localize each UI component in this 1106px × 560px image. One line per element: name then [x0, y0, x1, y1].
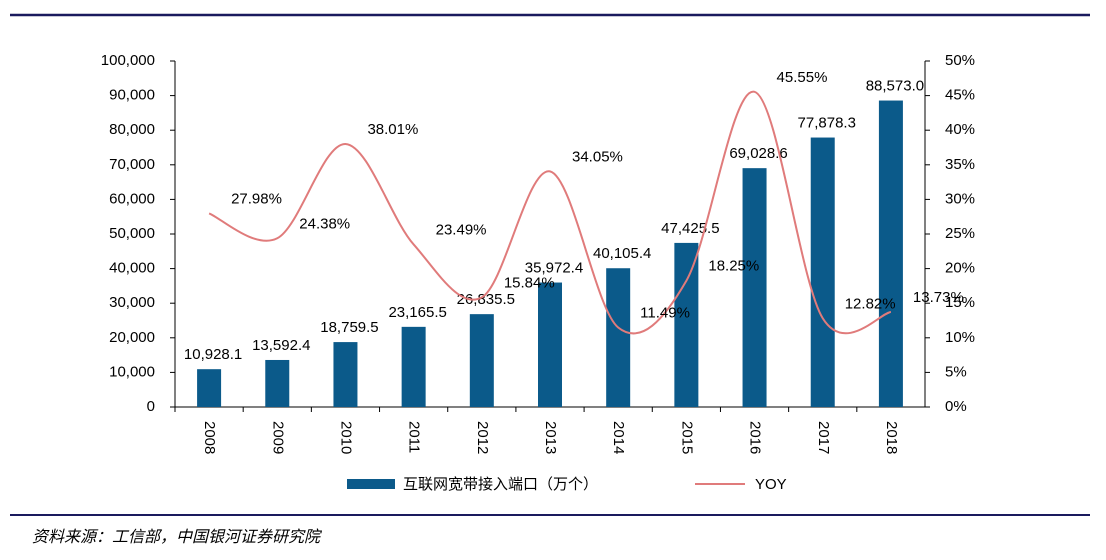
x-tick-label: 2011: [406, 421, 423, 453]
y-tick-label: 10,000: [109, 363, 155, 380]
x-tick-label: 2009: [269, 421, 286, 454]
line-label: 15.84%: [504, 274, 555, 291]
source: 资料来源：工信部，中国银河证券研究院: [32, 528, 323, 546]
bar: [469, 314, 494, 407]
x-tick-label: 2015: [678, 421, 695, 454]
line-label: 27.98%: [231, 190, 282, 207]
x-tick-label: 2008: [201, 421, 218, 454]
bar-label: 23,165.5: [388, 304, 446, 321]
line: [208, 90, 892, 335]
bar-label: 10,928.1: [184, 346, 242, 363]
line-label: 11.49%: [640, 304, 690, 321]
legend-label: YOY: [755, 476, 787, 493]
line-label: 45.55%: [777, 69, 828, 86]
bar-label: 13,592.4: [252, 337, 310, 354]
bar: [265, 359, 290, 407]
bar-label: 18,759.5: [320, 319, 378, 336]
bar-label: 77,878.3: [798, 115, 856, 132]
x-tick-label: 2013: [542, 421, 559, 454]
x-tick-label: 2017: [815, 421, 832, 454]
line-label: 38.01%: [367, 121, 418, 138]
x-tick-label: 2016: [747, 421, 764, 454]
y2-tick-label: 0%: [945, 398, 967, 415]
bar-label: 69,028.6: [729, 145, 787, 162]
bar: [742, 168, 767, 407]
y-tick-label: 60,000: [109, 190, 155, 207]
y-tick-label: 0: [147, 398, 155, 415]
y2-tick-label: 15%: [945, 294, 975, 311]
bar-label: 47,425.5: [661, 220, 719, 237]
bar: [333, 342, 358, 407]
line-label: 13.73%: [913, 289, 964, 306]
line-label: 12.82%: [845, 295, 896, 312]
bar: [606, 268, 631, 407]
y-tick-label: 30,000: [109, 294, 155, 311]
y2-tick-label: 45%: [945, 87, 975, 104]
bar: [197, 369, 222, 407]
y2-tick-label: 50%: [945, 52, 975, 69]
line-label: 24.38%: [299, 215, 350, 232]
y2-tick-label: 30%: [945, 190, 975, 207]
y-tick-label: 40,000: [109, 260, 155, 277]
bar-label: 88,573.0: [866, 78, 924, 95]
y2-tick-label: 20%: [945, 260, 975, 277]
x-tick-label: 2010: [337, 421, 354, 454]
y-tick-label: 80,000: [109, 121, 155, 138]
bar-label: 40,105.4: [593, 245, 651, 262]
legend-label: 互联网宽带接入端口（万个）: [403, 476, 598, 493]
line-label: 18.25%: [708, 258, 759, 275]
bar: [810, 137, 835, 407]
bar-label: 35,972.4: [525, 260, 583, 277]
x-tick-label: 2012: [474, 421, 491, 454]
y-tick-label: 90,000: [109, 87, 155, 104]
bar: [401, 326, 426, 407]
y2-tick-label: 10%: [945, 329, 975, 346]
legend-swatch: [347, 479, 395, 489]
x-tick-label: 2018: [883, 421, 900, 454]
y2-tick-label: 5%: [945, 363, 967, 380]
y-tick-label: 100,000: [101, 52, 155, 69]
y-tick-label: 20,000: [109, 329, 155, 346]
y2-tick-label: 35%: [945, 156, 975, 173]
line-label: 34.05%: [572, 148, 623, 165]
line-label: 23.49%: [436, 221, 487, 238]
y-tick-label: 70,000: [109, 156, 155, 173]
y2-tick-label: 25%: [945, 225, 975, 242]
bar: [674, 242, 699, 407]
y-tick-label: 50,000: [109, 225, 155, 242]
bar: [538, 282, 562, 407]
bar-label: 26,835.5: [457, 291, 515, 308]
y2-tick-label: 40%: [945, 121, 975, 138]
bar: [878, 100, 903, 408]
x-tick-label: 2014: [610, 421, 627, 454]
